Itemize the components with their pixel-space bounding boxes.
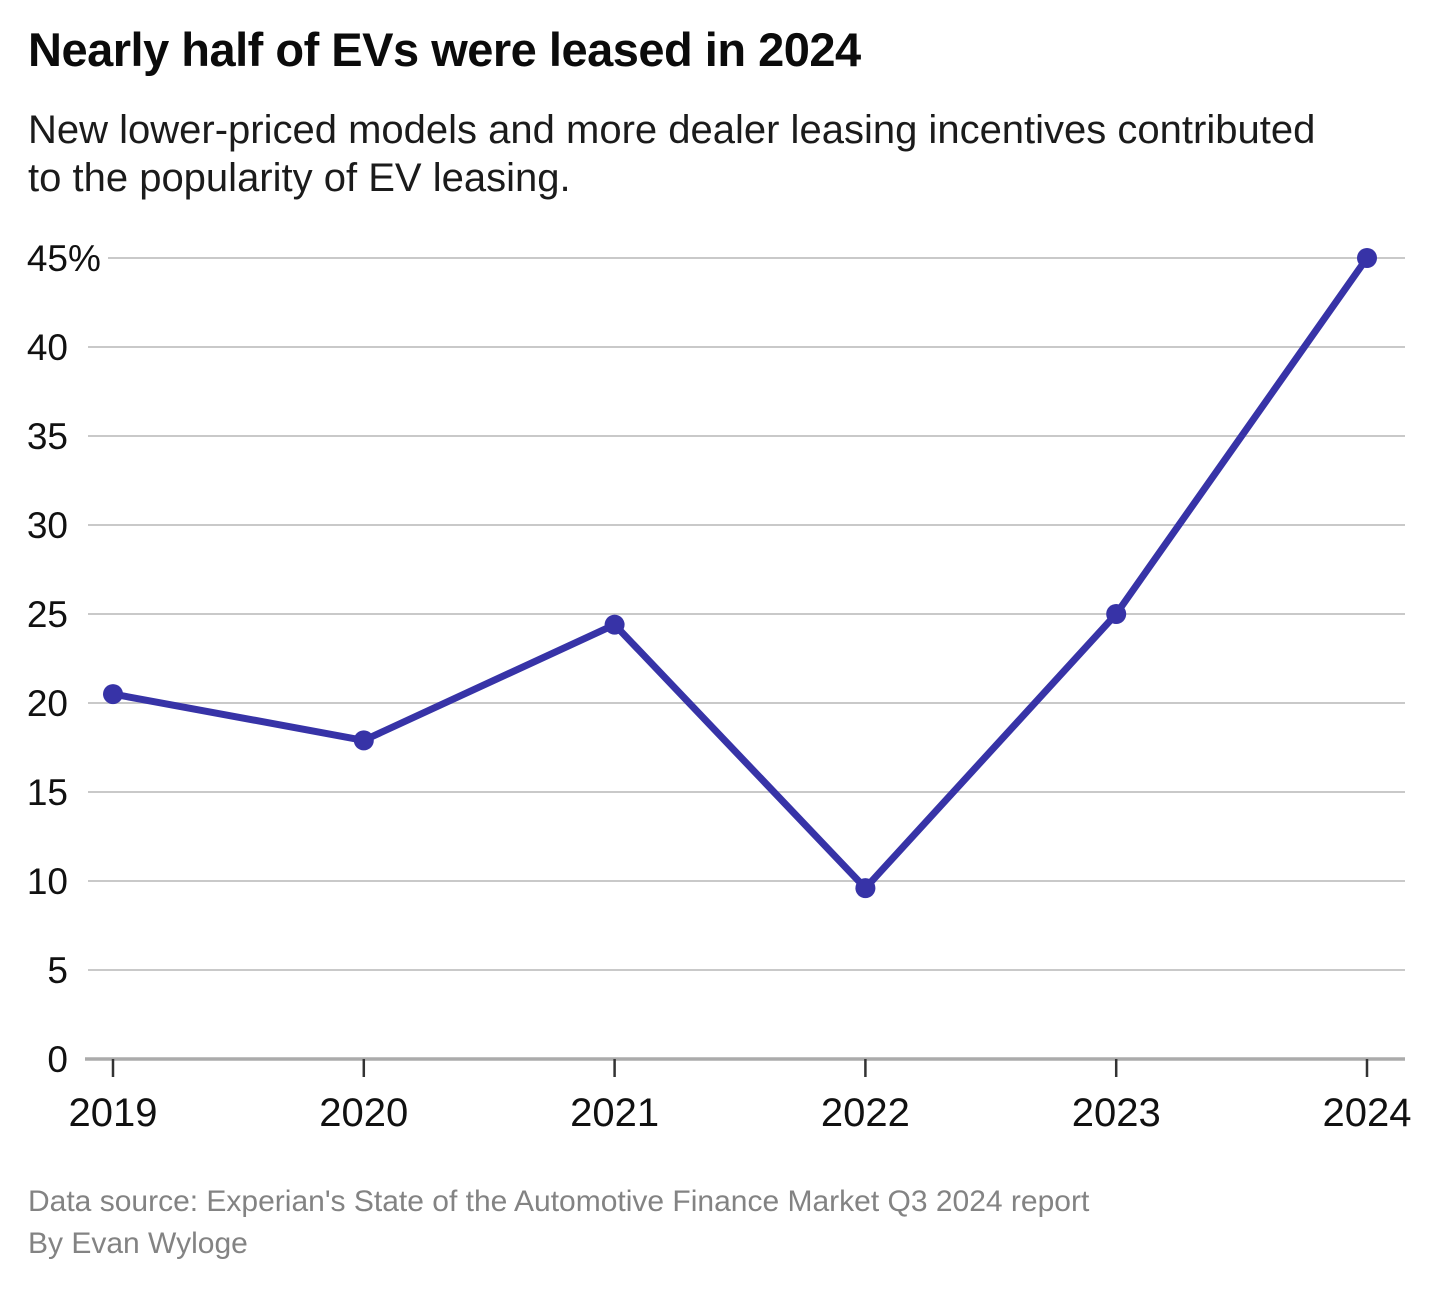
x-tick-label: 2023 — [1072, 1091, 1161, 1135]
y-tick-label: 25 — [27, 594, 68, 635]
y-tick-label: 40 — [27, 327, 68, 368]
byline: By Evan Wyloge — [28, 1227, 248, 1260]
data-source-note: Data source: Experian's State of the Aut… — [28, 1185, 1090, 1218]
chart-subtitle: New lower-priced models and more dealer … — [28, 108, 1316, 200]
y-tick-label: 0 — [47, 1039, 68, 1080]
chart-footer: Data source: Experian's State of the Aut… — [28, 1181, 1089, 1265]
x-tick-label: 2020 — [319, 1091, 408, 1135]
y-tick-label: 45 — [27, 238, 68, 279]
x-tick-label: 2019 — [69, 1091, 158, 1135]
y-tick-label: 5 — [47, 950, 68, 991]
y-tick-label: 15 — [27, 772, 68, 813]
y-unit-suffix: % — [68, 238, 101, 279]
y-tick-label: 10 — [27, 861, 68, 902]
data-point — [1106, 604, 1127, 624]
data-point — [855, 878, 876, 899]
y-tick-label: 20 — [27, 683, 68, 724]
data-line — [109, 254, 1371, 892]
chart-title: Nearly half of EVs were leased in 2024 — [28, 23, 861, 76]
data-point — [353, 730, 374, 751]
y-tick-label: 35 — [27, 416, 68, 457]
x-tick-label: 2021 — [570, 1091, 659, 1135]
x-tick-label: 2022 — [821, 1091, 910, 1135]
data-point — [604, 614, 625, 635]
data-point — [1357, 248, 1377, 268]
data-point — [103, 684, 123, 705]
x-tick-label: 2024 — [1323, 1091, 1412, 1135]
y-tick-label: 30 — [27, 505, 68, 546]
